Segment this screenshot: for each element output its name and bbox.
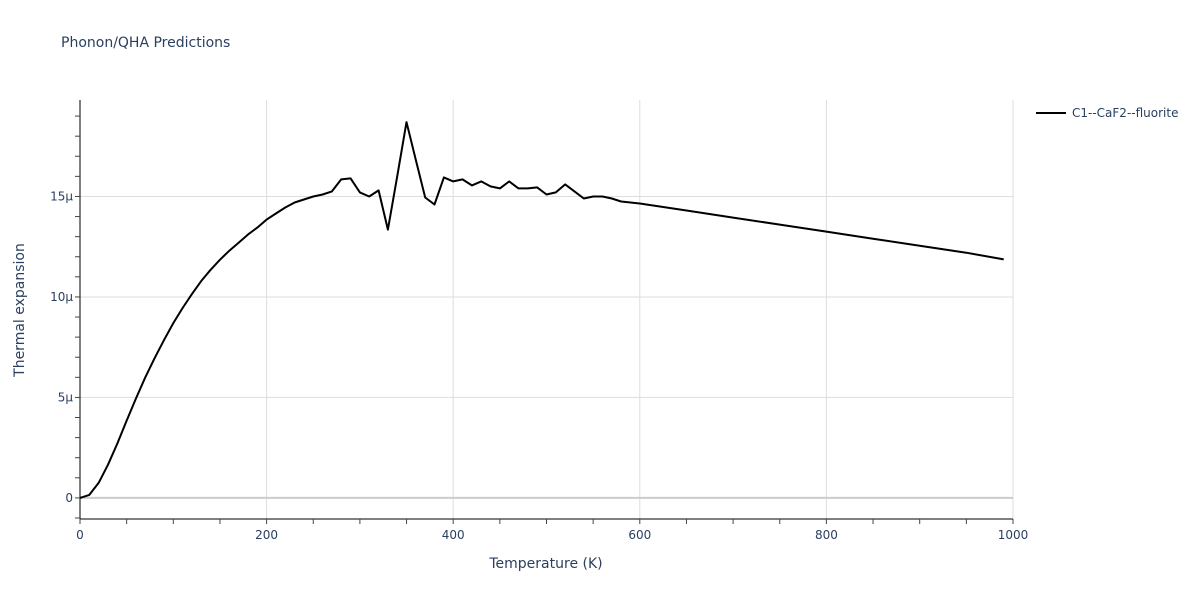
x-axis: 0 200 400 600 800 1000 — [76, 518, 1029, 542]
chart-title: Phonon/QHA Predictions — [61, 35, 231, 51]
y-tick-label: 5μ — [58, 390, 74, 404]
y-tick-label: 15μ — [50, 189, 73, 203]
y-tick-label: 0 — [65, 491, 73, 505]
x-tick-label: 800 — [815, 528, 838, 542]
legend-label[interactable]: C1--CaF2--fluorite — [1072, 106, 1179, 120]
y-tick-label: 10μ — [50, 290, 73, 304]
x-tick-label: 600 — [628, 528, 651, 542]
legend: C1--CaF2--fluorite — [1036, 106, 1178, 120]
series-line-c1-caf2-fluorite[interactable] — [79, 121, 1004, 499]
gridlines — [80, 100, 1014, 519]
y-axis: 0 5μ 10μ 15μ — [50, 100, 81, 519]
legend-line-icon[interactable] — [1036, 112, 1066, 114]
x-tick-label: 400 — [442, 528, 465, 542]
x-tick-label: 1000 — [998, 528, 1029, 542]
x-tick-label: 0 — [76, 528, 84, 542]
x-axis-title: Temperature (K) — [488, 556, 602, 572]
y-axis-title: Thermal expansion — [12, 243, 28, 378]
x-tick-label: 200 — [255, 528, 278, 542]
